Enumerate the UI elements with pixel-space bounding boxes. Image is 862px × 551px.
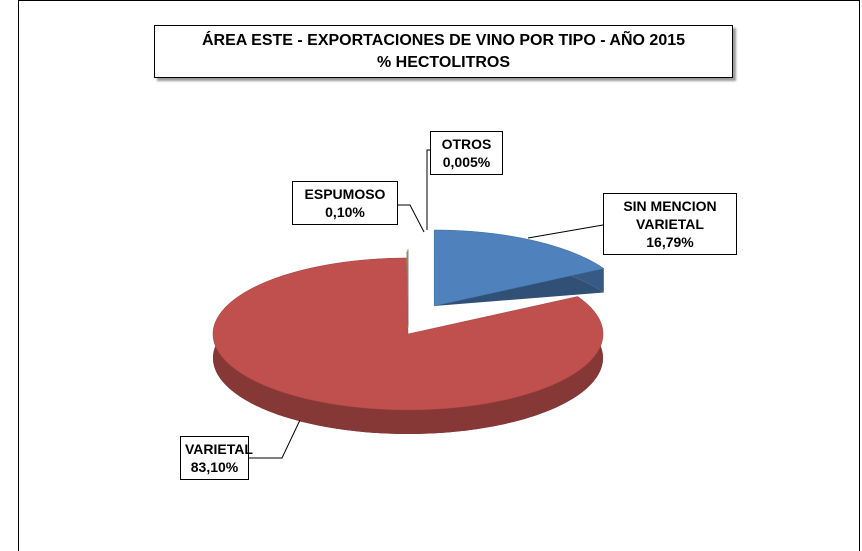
data-label: OTROS 0,005% bbox=[430, 131, 503, 175]
value-label: 16,79% bbox=[646, 234, 694, 250]
leader-line bbox=[527, 224, 604, 239]
value-label: 83,10% bbox=[190, 459, 239, 475]
data-label: VARIETAL 83,10% bbox=[180, 436, 253, 480]
category-label: ESPUMOSO bbox=[304, 186, 386, 202]
data-label: ESPUMOSO 0,10% bbox=[292, 181, 398, 225]
value-label: 0,10% bbox=[325, 204, 365, 220]
chart-title: ÁREA ESTE - EXPORTACIONES DE VINO POR TI… bbox=[201, 32, 686, 49]
title-box: ÁREA ESTE - EXPORTACIONES DE VINO POR TI… bbox=[154, 25, 733, 78]
category-label: SIN MENCION VARIETAL bbox=[623, 198, 717, 232]
data-label: SIN MENCION VARIETAL 16,79% bbox=[603, 193, 737, 255]
chart-frame bbox=[18, 0, 860, 551]
category-label: OTROS bbox=[441, 136, 492, 152]
value-label: 0,005% bbox=[442, 154, 491, 170]
leader-line bbox=[398, 204, 425, 233]
leader-line bbox=[426, 149, 430, 230]
slice bbox=[433, 229, 605, 307]
category-label: VARIETAL bbox=[185, 441, 253, 457]
leader-line bbox=[249, 419, 301, 459]
chart-subtitle: % HECTOLITROS bbox=[376, 54, 511, 71]
slice bbox=[212, 257, 604, 411]
